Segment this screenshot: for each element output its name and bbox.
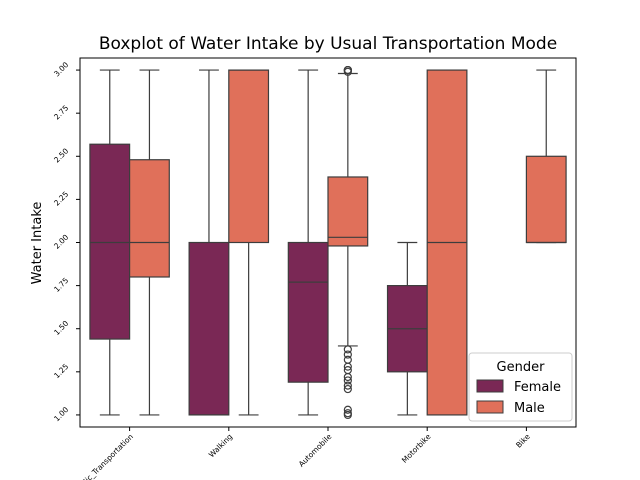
box-iqr (228, 69, 270, 244)
x-tick-label: Bike (514, 432, 532, 450)
outlier-point (343, 65, 352, 75)
box-iqr (188, 241, 230, 416)
box-iqr (327, 176, 369, 247)
outlier-point (343, 381, 352, 390)
y-tick-label: 2.00 (52, 232, 70, 250)
y-tick-label: 1.00 (52, 405, 70, 423)
box-iqr (129, 159, 170, 278)
legend: Gender Female Male (468, 352, 573, 422)
box-female-public_transportation (89, 69, 131, 416)
chart-title: Boxplot of Water Intake by Usual Transpo… (99, 34, 557, 54)
y-tick-label: 2.50 (52, 146, 70, 164)
box-male-public_transportation (129, 69, 170, 416)
legend-label-female: Female (514, 380, 561, 395)
box-iqr (89, 143, 131, 340)
box-male-motorbike (426, 69, 468, 416)
y-tick-label: 1.50 (52, 319, 70, 337)
y-axis-label: Water Intake (30, 202, 45, 285)
outlier-point (343, 350, 352, 359)
legend-swatch-male (476, 400, 504, 414)
box-iqr (287, 241, 329, 383)
y-tick-label: 1.75 (52, 276, 70, 294)
legend-swatch-female (476, 379, 504, 393)
outlier-point (343, 365, 352, 375)
box-male-bike (525, 69, 567, 244)
y-tick-label: 1.25 (52, 362, 70, 380)
outlier-point (343, 405, 352, 414)
x-tick-label: Public_Transportation (72, 432, 135, 480)
x-tick-label: Motorbike (400, 432, 433, 465)
box-iqr (525, 155, 567, 244)
legend-title: Gender (497, 360, 546, 375)
box-female-motorbike (386, 241, 428, 416)
outlier-point (343, 384, 352, 394)
box-female-walking (188, 69, 230, 416)
y-tick-label: 3.00 (52, 60, 70, 78)
y-tick-label: 2.75 (52, 103, 70, 121)
x-tick-label: Walking (207, 432, 234, 459)
outlier-point (343, 345, 352, 354)
y-tick-label: 2.25 (52, 189, 70, 207)
box-female-automobile (287, 69, 329, 416)
outlier-point (343, 355, 352, 364)
outlier-point (343, 376, 352, 385)
box-male-automobile (327, 65, 369, 420)
x-tick-label: Automobile (297, 432, 334, 469)
outlier-point (343, 409, 352, 418)
legend-label-male: Male (514, 401, 545, 416)
box-male-walking (228, 69, 270, 416)
